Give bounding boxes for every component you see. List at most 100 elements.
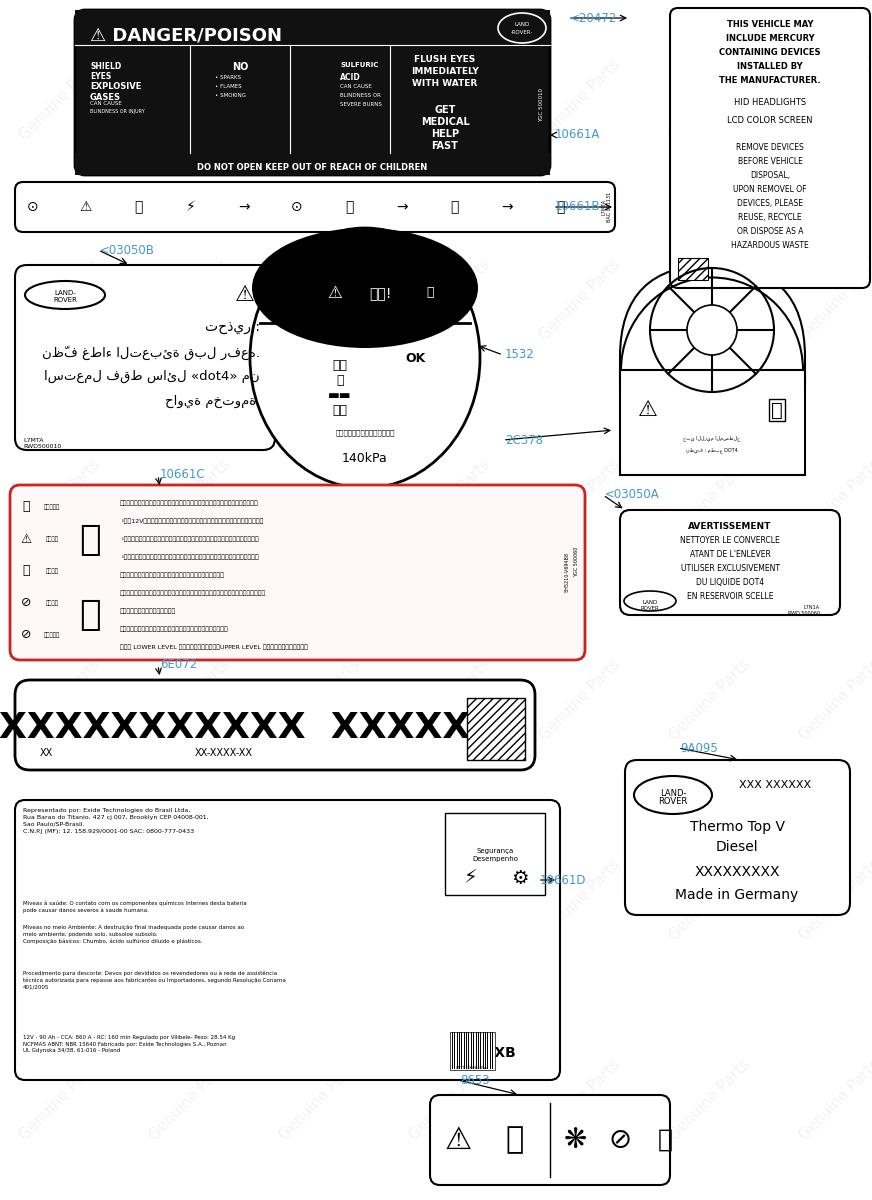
Text: バッテリは水素ガスの発生があり、換気いを怠ると引火爆発のおそれがあります。: バッテリは水素ガスの発生があり、換気いを怠ると引火爆発のおそれがあります。: [120, 500, 259, 505]
Text: 10661A: 10661A: [555, 128, 601, 142]
Text: SHIELD: SHIELD: [90, 62, 121, 71]
Text: ⚠ DANGER/POISON: ⚠ DANGER/POISON: [90, 26, 282, 44]
Text: Genuine Parts: Genuine Parts: [537, 1057, 623, 1144]
Ellipse shape: [498, 13, 546, 43]
Text: Genuine Parts: Genuine Parts: [17, 656, 103, 743]
Text: →: →: [501, 200, 513, 214]
Text: ⚠: ⚠: [20, 533, 31, 546]
Text: 📖: 📖: [134, 200, 143, 214]
Text: LAND-: LAND-: [660, 788, 686, 798]
Text: Genuine Parts: Genuine Parts: [537, 56, 623, 143]
Text: XXX XXXXXX: XXX XXXXXX: [739, 780, 811, 790]
Bar: [678, 258, 708, 280]
Text: 140kPa: 140kPa: [342, 451, 388, 464]
Text: ◦ブースタケーブルの使用は、車両またはバッテリの取扱説明書をお読みください: ◦ブースタケーブルの使用は、車両またはバッテリの取扱説明書をお読みください: [120, 554, 259, 559]
Bar: [75, 152, 550, 175]
Text: 危: 危: [79, 523, 101, 557]
Text: <03050A: <03050A: [605, 488, 660, 502]
Text: Genuine Parts: Genuine Parts: [146, 1057, 233, 1144]
Text: Thermo Top V: Thermo Top V: [690, 820, 785, 834]
Text: 10661C: 10661C: [160, 468, 206, 481]
FancyBboxPatch shape: [15, 265, 275, 450]
Text: Genuine Parts: Genuine Parts: [276, 857, 364, 943]
Text: 8653: 8653: [460, 1074, 489, 1086]
Text: Genuine Parts: Genuine Parts: [146, 857, 233, 943]
Text: Genuine Parts: Genuine Parts: [406, 257, 494, 343]
Ellipse shape: [252, 228, 478, 348]
FancyBboxPatch shape: [625, 760, 850, 914]
Text: Genuine Parts: Genuine Parts: [537, 857, 623, 943]
Text: 〰〰
🧑
▬▬
⬛⬛: 〰〰 🧑 ▬▬ ⬛⬛: [328, 359, 351, 416]
Text: Genuine Parts: Genuine Parts: [17, 56, 103, 143]
Ellipse shape: [25, 281, 105, 308]
Text: ⚡: ⚡: [187, 200, 196, 214]
Text: Representado por: Exide Technologies do Brasil Ltda,
Rua Barao do Titanio, 427 c: Representado por: Exide Technologies do …: [23, 808, 208, 834]
Text: 火気厳禁: 火気厳禁: [45, 600, 58, 606]
Text: L7N1A
RWD 500060: L7N1A RWD 500060: [788, 605, 820, 616]
Text: GET: GET: [434, 104, 456, 115]
Text: Genuine Parts: Genuine Parts: [146, 656, 233, 743]
Text: Genuine Parts: Genuine Parts: [797, 1057, 872, 1144]
Text: Diesel: Diesel: [716, 840, 759, 854]
Text: نظّف غطاء التعبئة قبل رفعه.: نظّف غطاء التعبئة قبل رفعه.: [42, 346, 260, 360]
Text: 6E072: 6E072: [160, 659, 197, 672]
Text: ⚠: ⚠: [445, 1126, 472, 1154]
Text: SEVERE BURNS: SEVERE BURNS: [340, 102, 382, 107]
Text: DU LIQUIDE DOT4: DU LIQUIDE DOT4: [696, 578, 764, 587]
Text: 🪫: 🪫: [657, 1128, 672, 1152]
Text: 📖: 📖: [771, 401, 783, 420]
Text: 📖: 📖: [506, 1126, 524, 1154]
FancyBboxPatch shape: [75, 10, 550, 175]
Text: AVERTISSEMENT: AVERTISSEMENT: [688, 522, 772, 530]
Text: HAZARDOUS WASTE: HAZARDOUS WASTE: [731, 241, 809, 250]
Text: ◦充電は風通しのよいところで行い、ショートやスパークをさいわないでください: ◦充電は風通しのよいところで行い、ショートやスパークをさいわないでください: [120, 536, 259, 541]
Text: REMOVE DEVICES: REMOVE DEVICES: [736, 143, 804, 152]
FancyBboxPatch shape: [620, 510, 840, 614]
Text: EYES: EYES: [90, 72, 112, 80]
FancyBboxPatch shape: [620, 265, 805, 475]
Text: NO: NO: [232, 62, 249, 72]
Text: GXB: GXB: [484, 1046, 516, 1060]
Text: Genuine Parts: Genuine Parts: [537, 257, 623, 343]
Text: 1532: 1532: [505, 348, 535, 361]
Text: • FLAMES: • FLAMES: [215, 84, 242, 89]
Text: Genuine Parts: Genuine Parts: [797, 56, 872, 143]
Text: CONTAINING DEVICES: CONTAINING DEVICES: [719, 48, 821, 56]
Text: Miveas à saúde: O contato com os componentes químicos Internes desta bateria
pod: Miveas à saúde: O contato com os compone…: [23, 900, 247, 913]
Text: 5H5210-V694B8: 5H5210-V694B8: [564, 552, 569, 592]
Text: INCLUDE MERCURY: INCLUDE MERCURY: [726, 34, 814, 43]
Text: Genuine Parts: Genuine Parts: [667, 857, 753, 943]
Text: OR DISPOSE AS A: OR DISPOSE AS A: [737, 227, 803, 236]
Text: ⚠: ⚠: [328, 284, 343, 302]
Text: メガネ着用: メガネ着用: [44, 632, 60, 637]
Text: Genuine Parts: Genuine Parts: [17, 857, 103, 943]
Text: حاوية مختومة.: حاوية مختومة.: [165, 395, 260, 408]
Text: CAN CAUSE: CAN CAUSE: [340, 84, 371, 89]
Text: BLINDNESS OR: BLINDNESS OR: [340, 92, 381, 98]
Text: THIS VEHICLE MAY: THIS VEHICLE MAY: [726, 20, 814, 29]
Text: 険: 険: [79, 598, 101, 632]
FancyBboxPatch shape: [15, 680, 535, 770]
Text: 多量の飲料水を飲んでください。: 多量の飲料水を飲んでください。: [120, 608, 176, 613]
Ellipse shape: [624, 590, 676, 611]
Text: Genuine Parts: Genuine Parts: [276, 457, 364, 544]
Text: L7MTA
RWD500010: L7MTA RWD500010: [23, 438, 61, 449]
Text: LCD COLOR SCREEN: LCD COLOR SCREEN: [727, 116, 813, 125]
Text: ⊙: ⊙: [290, 200, 303, 214]
Text: 📖: 📖: [426, 287, 433, 300]
Text: REUSE, RECYCLE: REUSE, RECYCLE: [739, 214, 802, 222]
Text: 爆発注意: 爆発注意: [45, 569, 58, 574]
Text: ⛔: ⛔: [23, 564, 30, 577]
Text: L7MTA
BAC 001131: L7MTA BAC 001131: [602, 192, 612, 222]
Text: تحذير :: تحذير :: [205, 320, 260, 334]
Text: BEFORE VEHICLE: BEFORE VEHICLE: [738, 157, 802, 166]
Text: NETTOYER LE CONVERCLE: NETTOYER LE CONVERCLE: [680, 536, 780, 545]
Text: LAND-: LAND-: [54, 290, 76, 296]
Text: Genuine Parts: Genuine Parts: [17, 457, 103, 544]
Text: Genuine Parts: Genuine Parts: [667, 1057, 753, 1144]
Text: Made in Germany: Made in Germany: [676, 888, 799, 902]
Text: ⚙: ⚙: [511, 869, 528, 888]
Bar: [450, 1032, 495, 1070]
Text: SULFURIC: SULFURIC: [340, 62, 378, 68]
Ellipse shape: [259, 248, 472, 338]
